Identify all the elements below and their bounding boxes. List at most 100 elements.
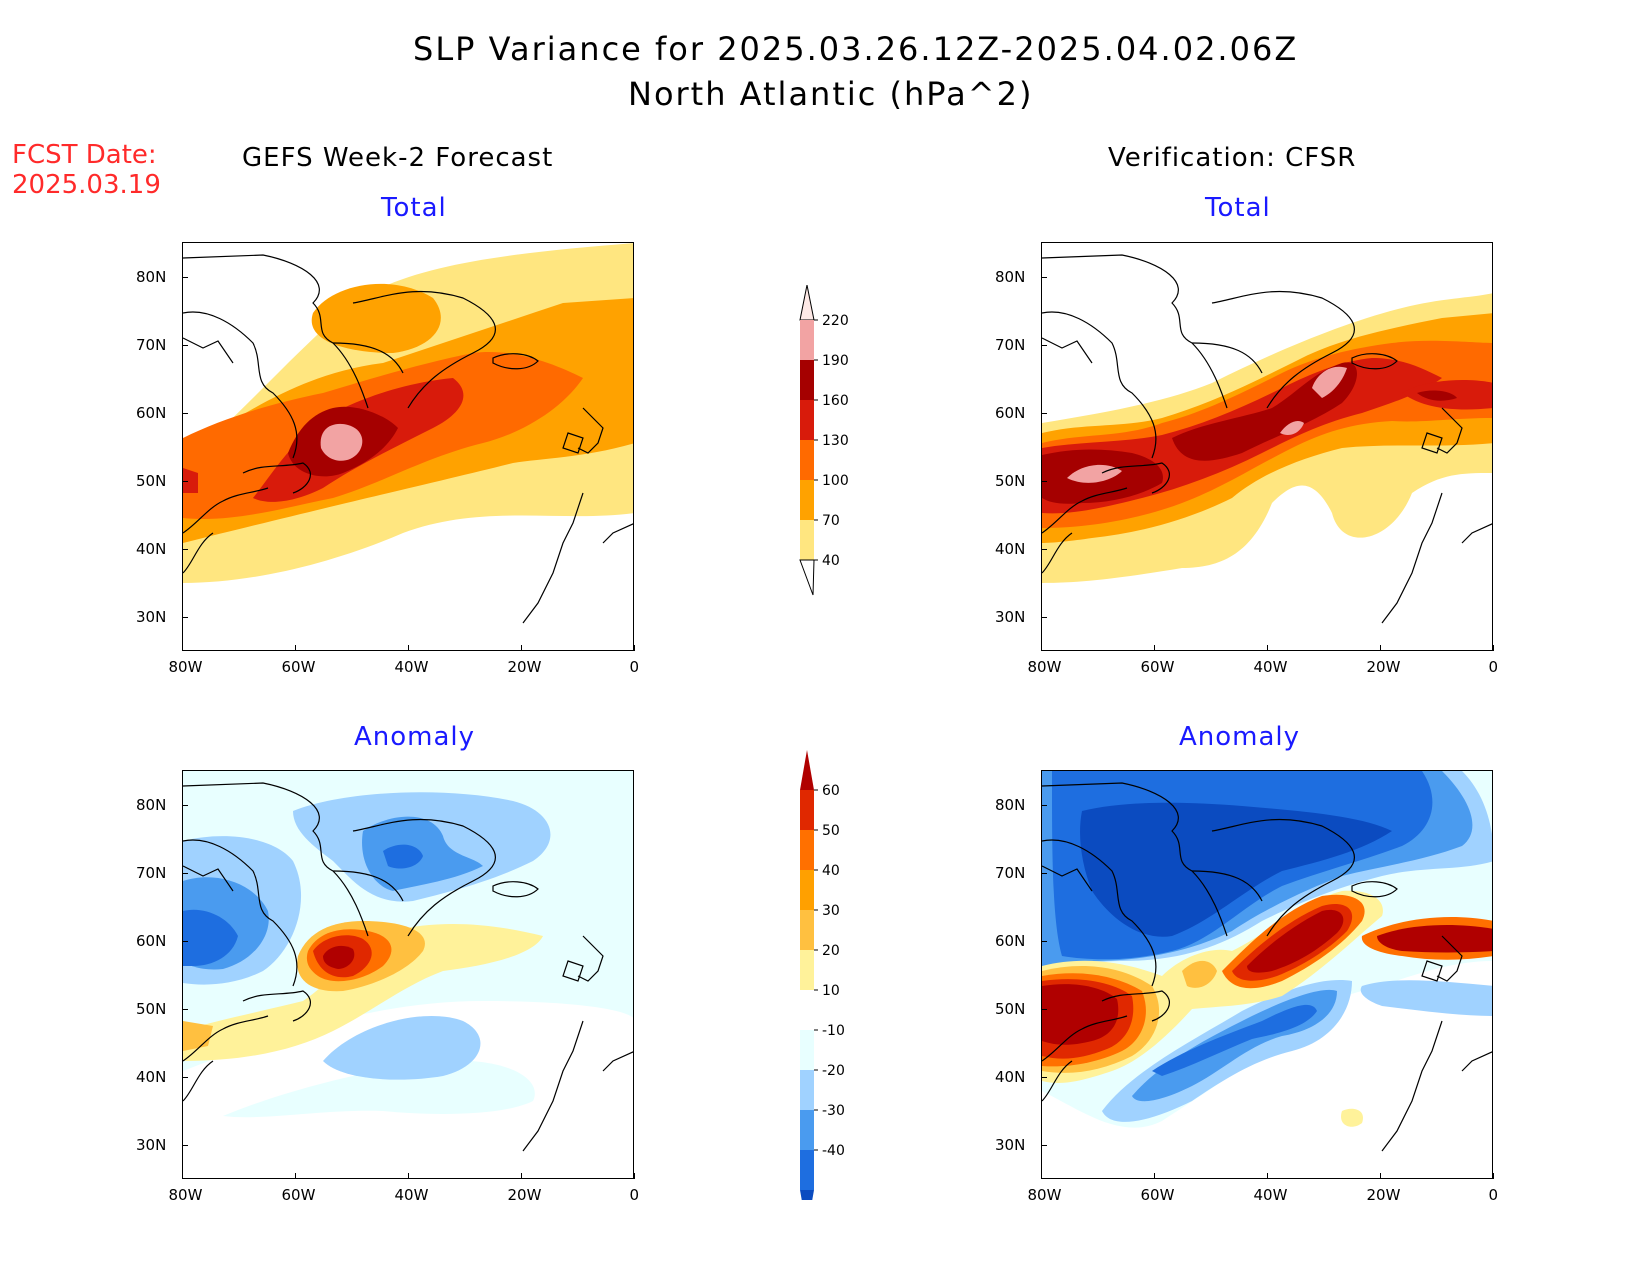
lat-tick-label-tl: 30N — [136, 608, 167, 626]
lon-tick-mark — [1041, 645, 1042, 651]
colorbar-anomaly-label: 40 — [822, 863, 840, 879]
lat-tick-label-tr: 70N — [995, 336, 1026, 354]
right-column-title: Verification: CFSR — [1108, 143, 1357, 173]
lat-tick-label-tr: 40N — [995, 540, 1026, 558]
lon-tick-label-tr: 80W — [1027, 658, 1062, 676]
lat-tick-label-bl: 50N — [136, 1000, 167, 1018]
lat-tick-label-bl: 80N — [136, 796, 167, 814]
colorbar-anomaly-top-arrow — [800, 750, 814, 790]
lon-tick-label-tr: 60W — [1140, 658, 1175, 676]
lat-tick-mark — [182, 617, 188, 618]
colorbar-anomaly-swatch — [800, 870, 814, 910]
map-gefs-anomaly — [183, 771, 633, 1178]
lat-tick-label-br: 60N — [995, 932, 1026, 950]
colorbar-total-top-arrow — [799, 285, 815, 321]
lat-tick-label-bl: 30N — [136, 1136, 167, 1154]
lat-tick-mark — [182, 1145, 188, 1146]
lon-tick-mark — [1380, 645, 1381, 651]
lat-tick-mark — [1041, 277, 1047, 278]
lat-tick-mark — [1041, 873, 1047, 874]
lon-tick-label-br: 0 — [1488, 1186, 1499, 1204]
lon-tick-mark — [408, 645, 409, 651]
lon-tick-mark — [1493, 645, 1494, 651]
lon-tick-mark — [1267, 1173, 1268, 1179]
lon-tick-label-tl: 0 — [629, 658, 640, 676]
forecast-date-value: 2025.03.19 — [12, 170, 161, 200]
left-column-title: GEFS Week-2 Forecast — [242, 143, 554, 173]
lon-tick-label-tr: 0 — [1488, 658, 1499, 676]
colorbar-total-swatch — [800, 320, 814, 360]
lat-tick-mark — [1041, 941, 1047, 942]
map-cfsr-total — [1042, 254, 1492, 624]
colorbar-anomaly-label: 10 — [822, 983, 840, 999]
lon-tick-label-tl: 40W — [394, 658, 429, 676]
lon-tick-label-tl: 80W — [168, 658, 203, 676]
lon-tick-mark — [634, 1173, 635, 1179]
lon-tick-label-bl: 80W — [168, 1186, 203, 1204]
lat-tick-label-tl: 40N — [136, 540, 167, 558]
lat-tick-label-br: 30N — [995, 1136, 1026, 1154]
lon-tick-label-br: 60W — [1140, 1186, 1175, 1204]
lat-tick-label-br: 50N — [995, 1000, 1026, 1018]
lon-tick-mark — [1154, 645, 1155, 651]
lon-tick-label-bl: 20W — [507, 1186, 542, 1204]
map-panel-gefs-total — [182, 242, 634, 651]
lat-tick-label-br: 40N — [995, 1068, 1026, 1086]
colorbar-anomaly-swatch — [800, 1110, 814, 1150]
main-title-line1: SLP Variance for 2025.03.26.12Z-2025.04.… — [413, 30, 1299, 68]
colorbar-total: 220 190 160 130 100 70 40 — [799, 285, 849, 596]
lon-tick-mark — [1493, 1173, 1494, 1179]
lon-tick-mark — [295, 645, 296, 651]
lat-tick-label-tl: 70N — [136, 336, 167, 354]
colorbar-anomaly-label: 50 — [822, 823, 840, 839]
colorbar-total-swatch — [800, 480, 814, 520]
lat-tick-mark — [182, 277, 188, 278]
colorbar-anomaly: 60 50 40 30 20 10 -10 -20 -30 -40 — [800, 750, 845, 1200]
colorbar-anomaly-swatch — [800, 1150, 814, 1190]
lon-tick-mark — [295, 1173, 296, 1179]
lat-tick-label-bl: 70N — [136, 864, 167, 882]
lat-tick-label-tl: 60N — [136, 404, 167, 422]
lat-tick-mark — [1041, 549, 1047, 550]
lat-tick-label-br: 80N — [995, 796, 1026, 814]
lat-tick-mark — [1041, 1145, 1047, 1146]
colorbar-total-label: 70 — [822, 513, 840, 529]
lat-tick-mark — [1041, 413, 1047, 414]
colorbar-anomaly-label: -30 — [822, 1103, 845, 1119]
lat-tick-label-tr: 80N — [995, 268, 1026, 286]
colorbar-anomaly-swatch — [800, 990, 814, 1030]
colorbar-total-swatch — [800, 520, 814, 560]
main-title-line2: North Atlantic (hPa^2) — [628, 75, 1034, 113]
panel-title-top-right: Total — [1205, 193, 1271, 223]
lon-tick-label-tl: 20W — [507, 658, 542, 676]
lat-tick-mark — [1041, 1009, 1047, 1010]
map-gefs-total — [183, 243, 633, 624]
map-panel-gefs-anomaly — [182, 770, 634, 1179]
lat-tick-mark — [1041, 805, 1047, 806]
colorbar-anomaly-swatch — [800, 910, 814, 950]
lat-tick-label-br: 70N — [995, 864, 1026, 882]
colorbar-anomaly-label: 60 — [822, 783, 840, 799]
lat-tick-label-bl: 40N — [136, 1068, 167, 1086]
colorbar-anomaly-swatch — [800, 1070, 814, 1110]
lat-tick-label-tl: 50N — [136, 472, 167, 490]
lat-tick-mark — [1041, 1077, 1047, 1078]
lon-tick-label-tr: 20W — [1366, 658, 1401, 676]
colorbar-anomaly-label: -40 — [822, 1143, 845, 1159]
lat-tick-label-tl: 80N — [136, 268, 167, 286]
panel-title-bottom-right: Anomaly — [1179, 722, 1301, 752]
lat-tick-label-bl: 60N — [136, 932, 167, 950]
lat-tick-mark — [182, 413, 188, 414]
lon-tick-mark — [1154, 1173, 1155, 1179]
lat-tick-mark — [182, 873, 188, 874]
lat-tick-mark — [1041, 481, 1047, 482]
colorbar-total-label: 40 — [822, 553, 840, 569]
colorbar-anomaly-label: 30 — [822, 903, 840, 919]
lon-tick-mark — [1041, 1173, 1042, 1179]
lat-tick-label-tr: 60N — [995, 404, 1026, 422]
lat-tick-mark — [1041, 617, 1047, 618]
lon-tick-label-tr: 40W — [1253, 658, 1288, 676]
colorbar-total-swatch — [800, 360, 814, 400]
colorbar-anomaly-swatch — [800, 830, 814, 870]
lon-tick-label-br: 20W — [1366, 1186, 1401, 1204]
